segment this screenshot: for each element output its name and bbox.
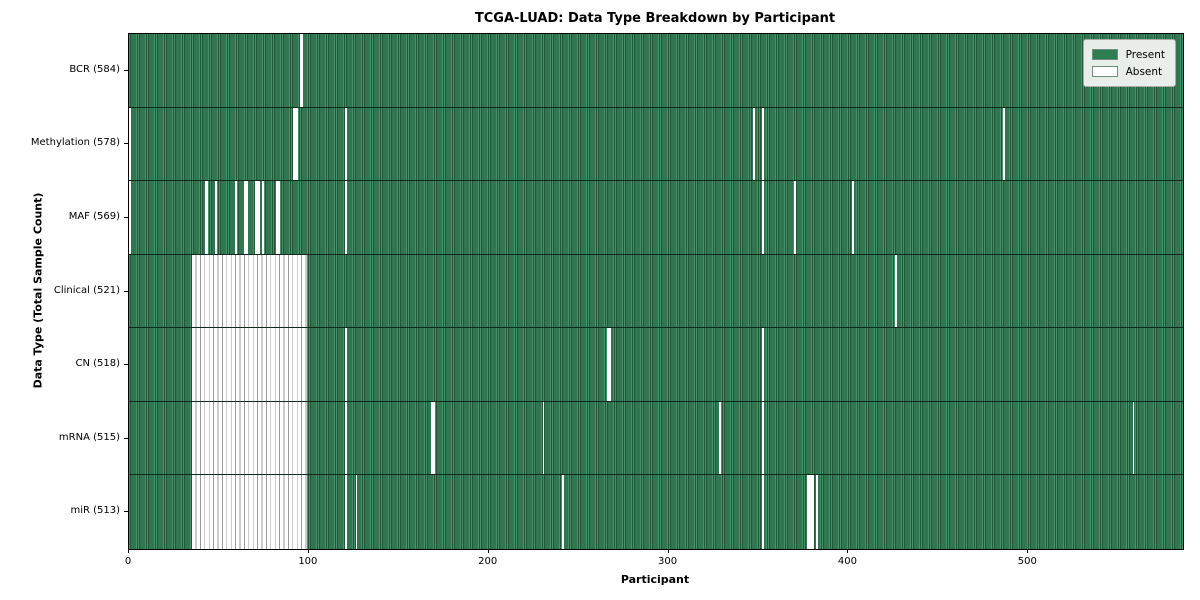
legend-label-present: Present <box>1125 48 1165 61</box>
x-tick-mark <box>667 549 669 553</box>
x-tick-label: 0 <box>124 556 132 567</box>
absent-stripe <box>191 254 308 328</box>
row-cn <box>129 328 1183 402</box>
x-tick-label: 400 <box>837 556 857 567</box>
row-maf <box>129 181 1183 255</box>
plot-area: Present Absent <box>128 33 1184 550</box>
absent-stripe <box>852 181 854 254</box>
absent-stripe <box>254 181 261 254</box>
absent-stripe <box>191 328 308 401</box>
absent-stripe <box>215 181 218 254</box>
x-tick-mark <box>128 549 129 553</box>
x-tick-mark <box>487 549 489 553</box>
absent-stripe <box>191 475 308 549</box>
x-tick-mark <box>1027 549 1029 553</box>
absent-swatch-icon <box>1091 66 1118 77</box>
absent-stripe <box>276 181 281 254</box>
absent-stripe <box>355 475 358 549</box>
absent-stripe <box>762 475 764 549</box>
present-swatch-icon <box>1091 49 1118 60</box>
absent-stripe <box>129 181 131 254</box>
absent-stripe <box>431 401 435 475</box>
absent-stripe <box>562 475 565 549</box>
absent-stripe <box>344 328 347 401</box>
y-tick-mark <box>124 143 128 145</box>
row-mrna <box>129 401 1183 476</box>
y-tick-mark <box>124 511 128 513</box>
y-tick-mark <box>124 216 128 218</box>
row-methylation <box>129 107 1183 182</box>
y-tick-label: BCR (584) <box>69 63 120 75</box>
row-clinical <box>129 254 1183 329</box>
y-tick-label: Clinical (521) <box>53 284 120 296</box>
y-tick-mark <box>124 437 128 439</box>
absent-stripe <box>344 181 347 254</box>
y-tick-label: Methylation (578) <box>30 137 120 149</box>
y-tick-mark <box>124 69 128 71</box>
absent-stripe <box>235 181 237 254</box>
absent-stripe <box>762 401 764 475</box>
absent-stripe <box>753 107 755 181</box>
absent-stripe <box>794 181 797 254</box>
y-tick-label: MAF (569) <box>68 210 120 222</box>
absent-stripe <box>344 107 347 181</box>
legend: Present Absent <box>1082 39 1176 87</box>
absent-stripe <box>292 107 299 181</box>
y-tick-label: miR (513) <box>70 505 120 517</box>
absent-stripe <box>204 181 209 254</box>
absent-stripe <box>1003 107 1005 181</box>
x-axis-label: Participant <box>620 573 690 586</box>
absent-stripe <box>762 328 764 401</box>
x-tick-label: 300 <box>658 556 678 567</box>
legend-entry-present: Present <box>1091 46 1165 63</box>
row-bcr <box>129 34 1183 108</box>
absent-stripe <box>762 181 764 254</box>
absent-stripe <box>344 475 347 549</box>
x-tick-label: 500 <box>1017 556 1037 567</box>
absent-stripe <box>607 328 612 401</box>
x-tick-label: 100 <box>298 556 318 567</box>
x-tick-mark <box>847 549 849 553</box>
absent-stripe <box>299 34 304 107</box>
y-tick-mark <box>124 290 128 292</box>
y-tick-label: mRNA (515) <box>58 431 120 443</box>
absent-stripe <box>895 254 897 328</box>
legend-entry-absent: Absent <box>1091 63 1165 80</box>
absent-stripe <box>191 401 308 475</box>
absent-stripe <box>807 475 815 549</box>
legend-label-absent: Absent <box>1125 65 1163 78</box>
x-tick-label: 200 <box>478 556 498 567</box>
absent-stripe <box>718 401 721 475</box>
absent-stripe <box>344 401 347 475</box>
row-mir <box>129 475 1183 549</box>
absent-stripe <box>1132 401 1135 475</box>
absent-stripe <box>262 181 264 254</box>
y-tick-mark <box>124 364 128 366</box>
chart-title: TCGA-LUAD: Data Type Breakdown by Partic… <box>474 11 836 26</box>
y-tick-label: CN (518) <box>75 358 120 370</box>
absent-stripe <box>542 401 545 475</box>
absent-stripe <box>762 107 764 181</box>
absent-stripe <box>816 475 818 549</box>
x-tick-mark <box>307 549 309 553</box>
absent-stripe <box>244 181 248 254</box>
absent-stripe <box>129 107 131 181</box>
